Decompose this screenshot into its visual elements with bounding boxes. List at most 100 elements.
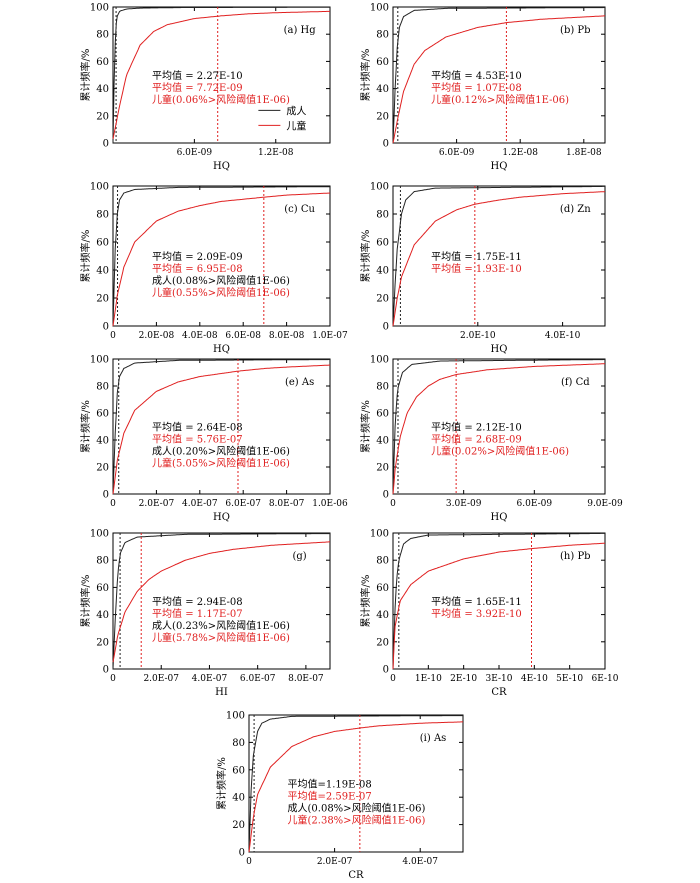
annotation-adult: 平均值 = 2.12E-10 [431, 420, 522, 433]
x-tick-label: 6.0E-08 [225, 331, 261, 341]
x-axis-label: CR [348, 870, 364, 881]
x-tick-label: 4.0E-08 [182, 331, 218, 341]
cdf-curve-adult [392, 7, 605, 144]
plot-frame [392, 358, 606, 495]
annotation-child: 儿童(5.05%>风险阈值1E-06) [152, 456, 290, 469]
y-tick-label: 20 [376, 637, 389, 648]
x-tick-label: 6E-10 [592, 674, 619, 684]
annotation-adult: 成人(0.08%>风险阈值1E-06) [152, 274, 290, 287]
annotation-child: 平均值 = 1.17E-07 [152, 607, 243, 620]
y-axis-label: 累计频率/% [79, 575, 92, 628]
y-tick-label: 60 [376, 238, 389, 249]
cdf-curve-adult [392, 185, 605, 327]
y-tick-label: 100 [226, 711, 245, 722]
y-tick-label: 60 [376, 583, 389, 594]
cdf-curve-child [112, 192, 331, 327]
y-tick-label: 100 [90, 3, 109, 14]
x-tick-label: 4.0E-07 [402, 857, 438, 867]
y-axis-label: 累计频率/% [359, 400, 372, 453]
y-tick-label: 100 [90, 355, 109, 366]
y-tick-label: 40 [376, 84, 389, 95]
x-tick-label: 1.8E-08 [566, 148, 602, 158]
x-axis-label: HQ [491, 161, 508, 172]
y-tick-label: 0 [239, 848, 245, 859]
chart-panel-3: 0 20 40 60 80 100 0 2.0E-08 4.0E-08 6.0E-08 8.0E-0… [79, 182, 348, 356]
annotation-adult: 平均值 = 2.27E-10 [152, 69, 243, 82]
annotation-child: 儿童(0.55%>风险阈值1E-06) [152, 286, 290, 299]
x-tick-label: 2.0E-07 [143, 674, 179, 684]
cdf-curve-adult [392, 359, 605, 495]
y-tick-label: 0 [103, 665, 109, 676]
chart-panel-2: 0 20 40 60 80 100 6.0E-09 1.2E-08 1.8E-08 HQ 累计频率/… [359, 3, 606, 172]
x-axis-label: HQ [491, 344, 508, 355]
y-tick-label: 40 [96, 436, 109, 447]
annotation-child: 平均值 = 7.72E-09 [152, 81, 243, 94]
x-tick-label: 6.0E-07 [240, 674, 276, 684]
y-axis-label: 累计频率/% [79, 230, 92, 283]
panel-label: (c) Cu [284, 204, 315, 215]
annotation-adult: 平均值=1.19E-08 [288, 778, 372, 791]
y-tick-label: 0 [383, 490, 389, 501]
annotation-adult: 成人(0.08%>风险阈值1E-06) [288, 802, 426, 815]
y-tick-label: 60 [376, 409, 389, 420]
x-tick-label: 3.0E-09 [446, 499, 482, 509]
x-tick-label: 6.0E-07 [225, 499, 261, 509]
y-tick-label: 60 [96, 409, 109, 420]
plot-frame [112, 532, 331, 670]
annotation-adult: 成人(0.23%>风险阈值1E-06) [152, 619, 290, 632]
cdf-curve-child [392, 15, 606, 144]
x-axis-label: HQ [213, 512, 230, 523]
x-tick-label: 9.0E-09 [587, 499, 623, 509]
y-tick-label: 100 [90, 529, 109, 540]
chart-panel-5: 0 20 40 60 80 100 0 2.0E-07 4.0E-07 6.0E-07 8.0E-0… [79, 355, 348, 524]
x-tick-label: 0 [390, 674, 396, 684]
chart-panel-9: 0 20 40 60 80 100 0 2.0E-07 4.0E-07 CR 累计频率/% (i) A… [215, 711, 464, 881]
cdf-curve-adult [112, 533, 331, 670]
chart-panel-1: 0 20 40 60 80 100 6.0E-09 1.2E-08 HQ 累计频率/% (a) Hg… [79, 3, 331, 172]
panel-label: (e) As [285, 377, 314, 388]
y-tick-label: 0 [383, 322, 389, 333]
y-tick-label: 60 [376, 57, 389, 68]
annotation-child: 儿童(5.78%>风险阈值1E-06) [152, 631, 290, 644]
annotation-adult: 平均值 = 2.64E-08 [152, 420, 243, 433]
annotation-child: 平均值 = 3.92E-10 [431, 607, 522, 620]
y-tick-label: 80 [376, 210, 389, 221]
y-axis-label: 累计频率/% [215, 757, 228, 810]
y-axis-label: 累计频率/% [79, 400, 92, 453]
y-tick-label: 20 [376, 111, 389, 122]
x-tick-label: 0 [110, 499, 116, 509]
legend-label-child: 儿童 [286, 119, 306, 132]
y-tick-label: 100 [370, 3, 389, 14]
cdf-curve-child [392, 542, 606, 670]
cdf-curve-child [112, 10, 330, 139]
annotation-child: 儿童(0.12%>风险阈值1E-06) [431, 93, 569, 106]
cdf-curve-child [392, 191, 606, 327]
panel-label: (h) Pb [560, 551, 591, 562]
y-tick-label: 100 [370, 182, 389, 193]
x-axis-label: CR [491, 687, 507, 698]
x-tick-label: 8.0E-08 [269, 331, 305, 341]
x-tick-label: 6.0E-09 [517, 499, 553, 509]
y-axis-label: 累计频率/% [359, 49, 372, 102]
x-axis-label: HI [215, 687, 228, 698]
panel-label: (b) Pb [560, 25, 591, 36]
x-tick-label: 1E-10 [415, 674, 442, 684]
chart-panel-6: 0 20 40 60 80 100 0 3.0E-09 6.0E-09 9.0E-09 HQ 累计频率… [359, 355, 623, 524]
cdf-curve-adult [112, 6, 330, 144]
cdf-curve-child [112, 541, 331, 663]
y-tick-label: 20 [376, 294, 389, 305]
y-tick-label: 100 [90, 182, 109, 193]
y-tick-label: 100 [370, 355, 389, 366]
cdf-curve-child [248, 721, 463, 853]
y-tick-label: 0 [103, 322, 109, 333]
x-tick-label: 2.0E-07 [139, 499, 175, 509]
x-tick-label: 2.0E-08 [139, 331, 175, 341]
x-tick-label: 1.0E-06 [312, 499, 348, 509]
panel-label: (f) Cd [561, 377, 590, 388]
y-tick-label: 0 [103, 139, 109, 150]
annotation-child: 平均值 = 1.93E-10 [431, 262, 522, 275]
x-tick-label: 8.0E-07 [269, 499, 305, 509]
plot-frame [392, 6, 606, 144]
x-tick-label: 2.0E-07 [317, 857, 353, 867]
